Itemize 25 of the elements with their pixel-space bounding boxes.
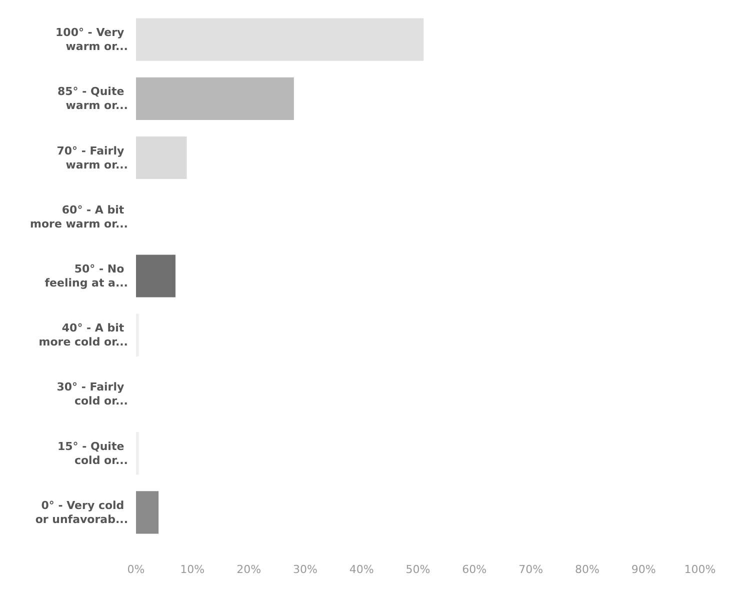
y-tick-label: 50° - No feeling at a... (44, 262, 128, 290)
y-tick-label: 40° - A bit more cold or... (38, 322, 128, 349)
x-tick-label: 100% (684, 563, 716, 576)
y-tick-label: 60° - A bit more warm or... (30, 203, 128, 230)
x-tick-label: 70% (518, 563, 544, 576)
y-tick-label: 100° - Very warm or... (56, 26, 128, 54)
x-tick-label: 10% (180, 563, 205, 576)
x-tick-label: 90% (631, 563, 656, 576)
bar (136, 77, 294, 120)
y-tick-label: 70° - Fairly warm or... (56, 144, 128, 172)
x-tick-label: 0% (127, 563, 145, 576)
x-tick-label: 50% (406, 563, 430, 576)
y-tick-label: 30° - Fairly cold or... (56, 380, 128, 408)
x-tick-label: 20% (236, 563, 262, 576)
x-tick-label: 40% (349, 563, 374, 576)
bar (136, 491, 159, 534)
bar (136, 136, 187, 180)
x-tick-label: 60% (462, 563, 487, 576)
bar (136, 18, 424, 61)
bar (136, 254, 176, 298)
y-tick-label: 0° - Very cold or unfavorab... (35, 498, 128, 526)
x-tick-label: 30% (292, 563, 318, 576)
y-tick-label: 15° - Quite cold or... (57, 440, 128, 467)
y-tick-label: 85° - Quite warm or... (57, 85, 128, 112)
x-tick-label: 80% (574, 563, 600, 576)
